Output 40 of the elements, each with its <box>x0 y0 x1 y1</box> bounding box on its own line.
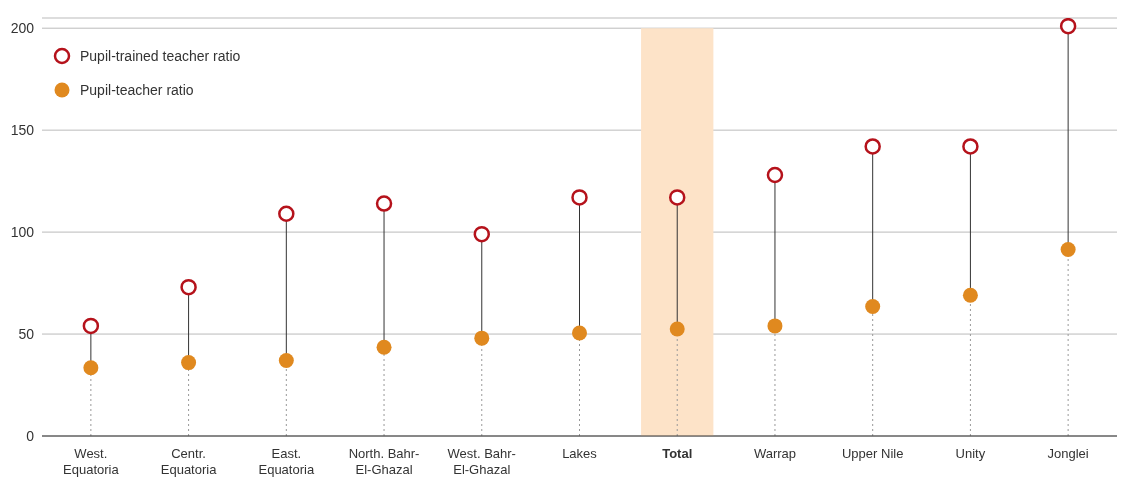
legend-label: Pupil-trained teacher ratio <box>80 48 241 64</box>
point <box>767 318 783 334</box>
x-tick-label: Total <box>662 446 693 461</box>
point <box>180 278 197 296</box>
y-tick-label: 150 <box>10 122 35 139</box>
point <box>669 321 685 337</box>
y-tick-label: 200 <box>10 20 35 37</box>
x-tick-label: Lakes <box>562 446 598 461</box>
y-tick-label: 100 <box>10 224 35 241</box>
point <box>668 189 686 206</box>
point <box>864 138 881 155</box>
point <box>278 205 295 222</box>
point <box>962 287 978 303</box>
point <box>375 195 393 212</box>
point <box>1060 241 1076 257</box>
point <box>181 355 197 371</box>
point <box>766 166 784 184</box>
x-tick-label: Jonglei <box>1047 446 1089 461</box>
point <box>82 317 100 335</box>
point <box>865 299 881 315</box>
point <box>1059 18 1077 35</box>
y-tick-label: 50 <box>18 326 35 343</box>
x-tick-label: Centr. Equatoria <box>160 446 218 477</box>
legend-label: Pupil-teacher ratio <box>80 82 194 98</box>
x-tick-label: West. Bahr-El-Ghazal <box>447 446 516 477</box>
x-tick-label: Warrap <box>753 446 797 461</box>
point <box>376 339 392 355</box>
point <box>572 325 587 341</box>
point <box>571 189 588 206</box>
x-tick-label: Upper Nile <box>841 446 904 461</box>
x-tick-label: North. Bahr-El-Ghazal <box>348 446 420 477</box>
point <box>473 225 491 243</box>
x-tick-label: West. Equatoria <box>63 446 120 477</box>
point <box>474 330 490 346</box>
x-tick-label: East. Equatoria <box>258 446 315 477</box>
point <box>962 138 979 155</box>
point <box>83 360 99 376</box>
y-tick-label: 0 <box>26 427 35 444</box>
x-tick-label: Unity <box>955 446 986 461</box>
point <box>278 353 294 369</box>
